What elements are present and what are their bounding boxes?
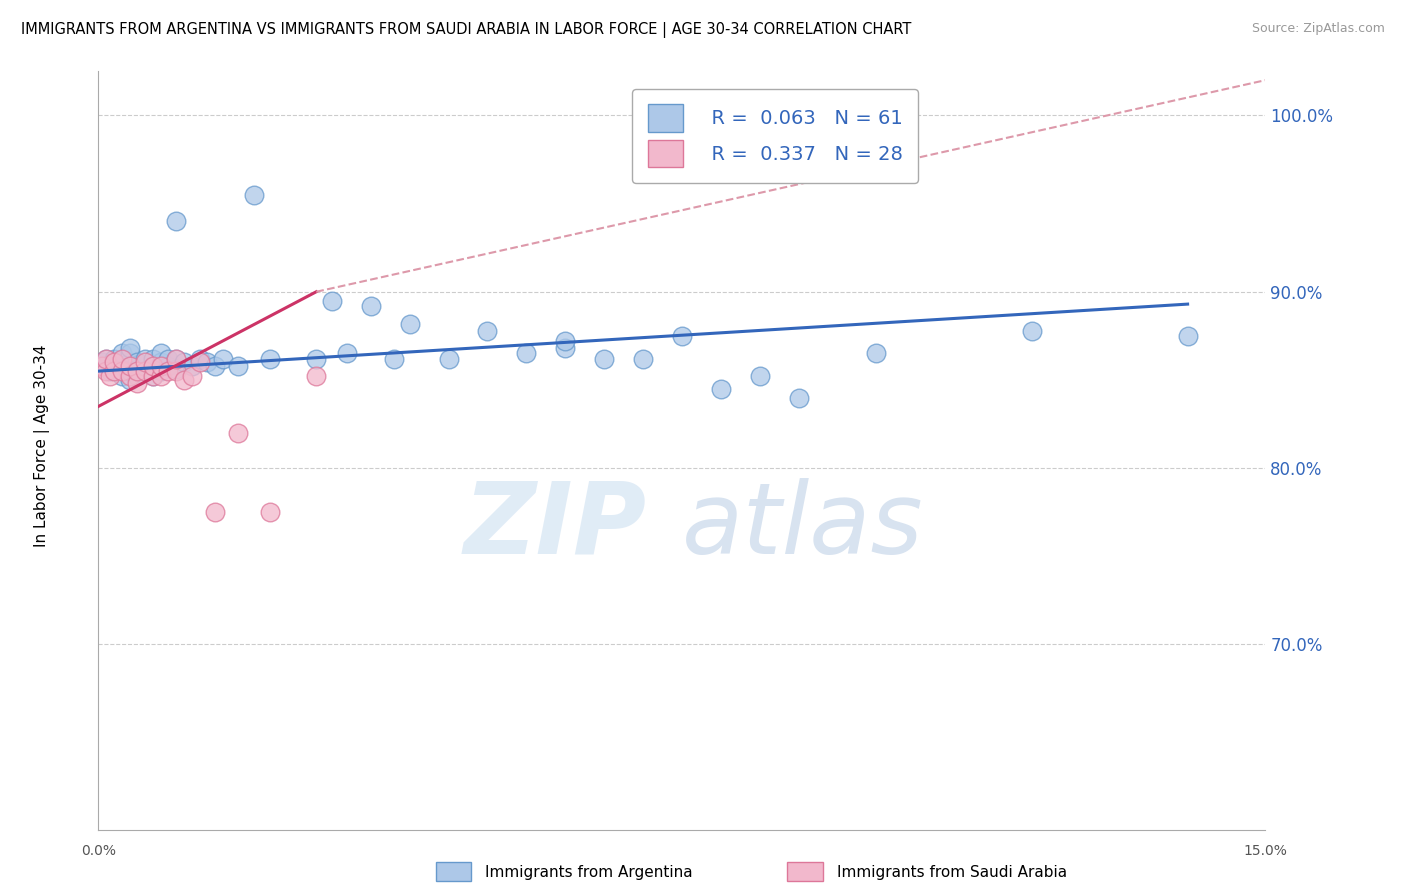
Point [188,355,211,369]
Point [111,346,134,360]
Point [111,359,134,373]
Point [228,425,250,440]
Point [118,364,141,378]
Point [259,351,281,366]
Point [127,369,149,384]
Point [554,334,576,348]
Text: Immigrants from Argentina: Immigrants from Argentina [485,865,693,880]
Point [204,505,226,519]
Point [98,369,121,384]
Point [134,364,156,378]
Point [180,359,202,373]
Point [1021,324,1043,338]
Point [360,299,382,313]
Point [865,346,887,360]
Point [103,359,125,373]
Point [149,364,172,378]
Text: atlas: atlas [682,478,924,574]
Text: In Labor Force | Age 30-34: In Labor Force | Age 30-34 [34,344,51,548]
Point [243,187,266,202]
Point [259,505,281,519]
Point [477,324,499,338]
Point [631,351,654,366]
Point [103,351,125,366]
Point [91,359,114,373]
Point [118,341,141,355]
Point [165,364,187,378]
Point [98,364,121,378]
Point [157,351,180,366]
Point [142,369,165,384]
Point [103,364,125,378]
Point [149,346,172,360]
Point [228,359,250,373]
Point [142,359,165,373]
Point [748,369,770,384]
Point [305,369,328,384]
Point [111,351,134,366]
Point [118,359,141,373]
Point [111,369,134,384]
Point [671,329,693,343]
Point [96,351,118,366]
Point [149,359,172,373]
Point [149,369,172,384]
Legend:   R =  0.063   N = 61,   R =  0.337   N = 28: R = 0.063 N = 61, R = 0.337 N = 28 [633,88,918,183]
Point [710,382,733,396]
Point [593,351,616,366]
Point [195,355,218,369]
Point [118,355,141,369]
Text: IMMIGRANTS FROM ARGENTINA VS IMMIGRANTS FROM SAUDI ARABIA IN LABOR FORCE | AGE 3: IMMIGRANTS FROM ARGENTINA VS IMMIGRANTS … [21,22,911,38]
Point [127,364,149,378]
Point [180,369,202,384]
Point [515,346,537,360]
Point [165,214,187,228]
Point [165,362,187,376]
Point [204,359,226,373]
Point [554,341,576,355]
Point [127,355,149,369]
Point [382,351,405,366]
Point [96,351,118,366]
Point [127,376,149,391]
Point [321,293,343,308]
Point [111,351,134,366]
Point [1177,329,1199,343]
Text: 0.0%: 0.0% [82,844,115,858]
Point [165,351,187,366]
Point [437,351,460,366]
Point [149,355,172,369]
Point [134,351,156,366]
Point [134,364,156,378]
Point [118,346,141,360]
Point [173,373,195,387]
Point [96,359,118,373]
Point [336,346,359,360]
Point [91,355,114,369]
Point [787,391,810,405]
Point [157,364,180,378]
Point [134,355,156,369]
Text: Immigrants from Saudi Arabia: Immigrants from Saudi Arabia [837,865,1067,880]
Point [103,355,125,369]
Point [157,359,180,373]
Point [165,351,187,366]
Point [142,359,165,373]
Point [398,317,420,331]
Text: ZIP: ZIP [464,478,647,574]
Point [305,351,328,366]
Point [118,373,141,387]
Text: Source: ZipAtlas.com: Source: ZipAtlas.com [1251,22,1385,36]
Point [118,369,141,384]
Point [212,351,235,366]
Point [142,351,165,366]
Point [188,351,211,366]
Text: 15.0%: 15.0% [1243,844,1288,858]
Point [127,362,149,376]
Point [107,362,129,376]
Point [111,364,134,378]
Point [142,369,165,384]
Point [96,364,118,378]
Point [173,355,195,369]
